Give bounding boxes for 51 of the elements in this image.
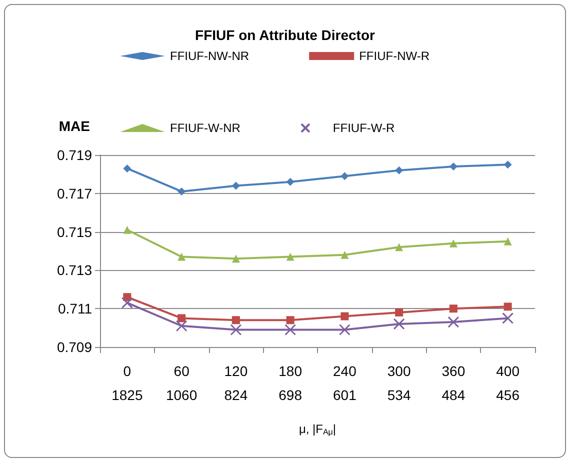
point xyxy=(395,166,404,174)
point xyxy=(448,316,460,328)
point xyxy=(338,324,350,336)
point xyxy=(449,162,458,171)
point xyxy=(178,314,186,322)
point xyxy=(123,164,132,172)
point xyxy=(286,178,294,186)
x-tick-label: 300 534 xyxy=(387,363,411,403)
point xyxy=(286,252,294,261)
point xyxy=(123,226,132,234)
point xyxy=(504,302,512,311)
x-tick-label: 0 1825 xyxy=(112,363,143,403)
legend-label: FFIUF-W-R xyxy=(332,121,396,135)
x-tick-label: 400 456 xyxy=(496,363,520,403)
point xyxy=(230,324,242,336)
point xyxy=(395,308,404,316)
y-tick-label: 0.717 xyxy=(56,185,92,202)
legend-label: FFIUF-NW-NR xyxy=(170,49,250,63)
point xyxy=(286,316,294,324)
point xyxy=(502,312,514,324)
point xyxy=(121,297,133,309)
point xyxy=(284,324,296,336)
x-tick-label: 180 698 xyxy=(278,363,302,403)
point xyxy=(340,312,349,320)
y-tick-label: 0.709 xyxy=(56,339,92,355)
y-tick-label: 0.715 xyxy=(56,224,92,240)
y-tick-label: 0.713 xyxy=(56,262,92,278)
point xyxy=(449,239,458,248)
point xyxy=(232,182,240,190)
x-tick-label: 120 824 xyxy=(224,363,248,403)
x-tick-label: 60 1060 xyxy=(166,363,198,403)
point xyxy=(176,320,188,332)
point xyxy=(504,237,512,246)
point xyxy=(232,254,240,263)
legend-label: FFIUF-W-NR xyxy=(170,121,241,135)
point xyxy=(504,160,512,169)
x-tick-label: 240 601 xyxy=(333,363,357,403)
legend-label: FFIUF-NW-R xyxy=(359,49,430,63)
point xyxy=(395,243,404,252)
point xyxy=(449,304,458,313)
point xyxy=(178,252,186,261)
point xyxy=(178,187,186,196)
y-axis-title: MAE xyxy=(58,118,90,134)
y-tick-label: 0.719 xyxy=(56,147,92,163)
point xyxy=(393,318,405,330)
point xyxy=(340,172,349,180)
y-tick-label: 0.711 xyxy=(58,300,92,317)
chart-title: FFIUF on Attribute Director xyxy=(195,27,376,43)
point xyxy=(340,250,349,259)
x-tick-label: 360 484 xyxy=(442,363,466,403)
point xyxy=(232,316,240,324)
